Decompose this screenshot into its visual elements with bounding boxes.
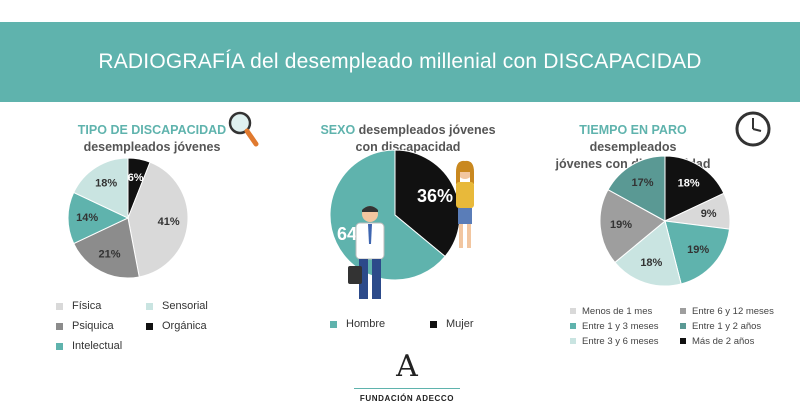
legend-swatch	[56, 302, 63, 310]
legend-label: Menos de 1 mes	[582, 306, 653, 317]
chart-tipo-discapacidad: 6% 41% 21% 14% 18%	[67, 157, 189, 279]
pie-label-mujer: 36%	[417, 186, 453, 206]
legend-label: Sensorial	[162, 300, 208, 312]
legend-label: Entre 3 y 6 meses	[582, 336, 659, 347]
pie-label-entre-6-y-12-meses: 19%	[610, 219, 632, 231]
legend-label: Más de 2 años	[692, 336, 755, 347]
legend-label: Mujer	[446, 318, 474, 330]
legend-label: Intelectual	[72, 340, 123, 352]
legend-item-mas-de-2-anos: Más de 2 años	[680, 336, 754, 347]
panel-sexo-title-rest: desempleados jóvenes	[355, 123, 496, 137]
pie-slice-entre-1-y-3-meses	[664, 220, 731, 285]
pie-label-fisica: 41%	[158, 216, 180, 228]
legend-swatch	[430, 320, 437, 328]
fundacion-adecco-logo: A FUNDACIÓN ADECCO	[354, 352, 460, 408]
pie-slice-entre-1-y-2-anos	[607, 155, 666, 222]
legend-item-entre-1-y-3-meses: Entre 1 y 3 meses	[570, 321, 659, 332]
legend-item-entre-6-y-12-meses: Entre 6 y 12 meses	[680, 306, 774, 317]
panel-sexo-heading: SEXO desempleados jóvenes con discapacid…	[318, 122, 498, 156]
pie-label-entre-3-y-6-meses: 18%	[640, 257, 662, 269]
pie-label-menos-de-1-mes: 9%	[701, 208, 717, 220]
pie-label-organica: 6%	[128, 172, 144, 184]
legend-swatch	[680, 323, 686, 330]
pie-slice-mas-de-2-anos	[664, 155, 725, 222]
legend-swatch	[570, 308, 576, 315]
logo-text: FUNDACIÓN ADECCO	[359, 394, 455, 403]
pie-label-sensorial: 18%	[95, 178, 117, 190]
pie-label-entre-1-y-2-anos: 17%	[631, 177, 653, 189]
legend-item-sensorial: Sensorial	[146, 300, 208, 312]
pie-slice-mujer	[394, 149, 461, 258]
legend-item-organica: Orgánica	[146, 320, 207, 332]
logo-mark: A	[396, 349, 418, 384]
legend-swatch	[570, 323, 576, 330]
legend-tiempo: Menos de 1 mes Entre 6 y 12 meses Entre 1 …	[570, 306, 790, 354]
woman-icon	[456, 160, 474, 248]
page-title: RADIOGRAFÍA del desempleado millenial co…	[98, 50, 702, 73]
legend-label: Orgánica	[162, 320, 207, 332]
pie-label-entre-1-y-3-meses: 19%	[687, 244, 709, 256]
man-icon	[348, 206, 385, 299]
legend-swatch	[680, 338, 686, 345]
pie-slice-entre-6-y-12-meses	[599, 189, 666, 264]
legend-item-hombre: Hombre	[330, 318, 385, 330]
legend-swatch	[146, 302, 153, 310]
panel-tipo-title: TIPO DE DISCAPACIDAD	[77, 123, 227, 137]
magnifier-icon	[228, 111, 259, 147]
pie-slice-fisica	[127, 161, 189, 278]
chart-tiempo-paro: 18% 9% 19% 18% 19% 17%	[599, 155, 731, 287]
legend-item-entre-3-y-6-meses: Entre 3 y 6 meses	[570, 336, 659, 347]
pie-slice-entre-3-y-6-meses	[614, 220, 682, 287]
pie-slice-psiquica	[73, 217, 140, 279]
legend-label: Física	[72, 300, 102, 312]
legend-label: Entre 1 y 3 meses	[582, 321, 659, 332]
legend-swatch	[56, 322, 63, 330]
panel-sexo-title: SEXO	[320, 123, 356, 137]
panel-tipo-heading: TIPO DE DISCAPACIDAD desempleados jóvene…	[62, 122, 242, 156]
legend-swatch	[146, 322, 153, 330]
legend-swatch	[570, 338, 576, 345]
pie-slice-intelectual	[67, 191, 130, 245]
pie-slice-sensorial	[73, 157, 129, 219]
pie-label-mas-de-2-anos: 18%	[678, 178, 700, 190]
panel-sexo-subtitle: con discapacidad	[355, 140, 461, 154]
panel-tiempo-title-rest: desempleados	[589, 140, 677, 154]
header-banner: RADIOGRAFÍA del desempleado millenial co…	[0, 22, 800, 102]
legend-swatch	[56, 342, 63, 350]
pie-label-intelectual: 14%	[76, 212, 98, 224]
legend-item-intelectual: Intelectual	[56, 340, 122, 352]
legend-item-mujer: Mujer	[430, 318, 474, 330]
legend-sexo: Hombre Mujer	[330, 318, 490, 338]
legend-item-menos-de-1-mes: Menos de 1 mes	[570, 306, 652, 317]
legend-tipo: Física Sensorial Psiquica Orgánica Intelectu…	[56, 300, 256, 360]
legend-label: Psiquica	[72, 320, 114, 332]
panel-tipo-subtitle: desempleados jóvenes	[83, 140, 221, 154]
clock-icon	[735, 111, 771, 147]
legend-item-entre-1-y-2-anos: Entre 1 y 2 años	[680, 321, 761, 332]
panel-tiempo-title: TIEMPO EN PARO	[579, 123, 687, 137]
legend-item-psiquica: Psiquica	[56, 320, 114, 332]
legend-label: Entre 1 y 2 años	[692, 321, 762, 332]
pie-label-psiquica: 21%	[98, 248, 120, 260]
legend-swatch	[680, 308, 686, 315]
legend-swatch	[330, 320, 337, 328]
legend-label: Entre 6 y 12 meses	[692, 306, 774, 317]
legend-item-fisica: Física	[56, 300, 101, 312]
legend-label: Hombre	[346, 318, 386, 330]
logo-divider	[354, 388, 460, 389]
